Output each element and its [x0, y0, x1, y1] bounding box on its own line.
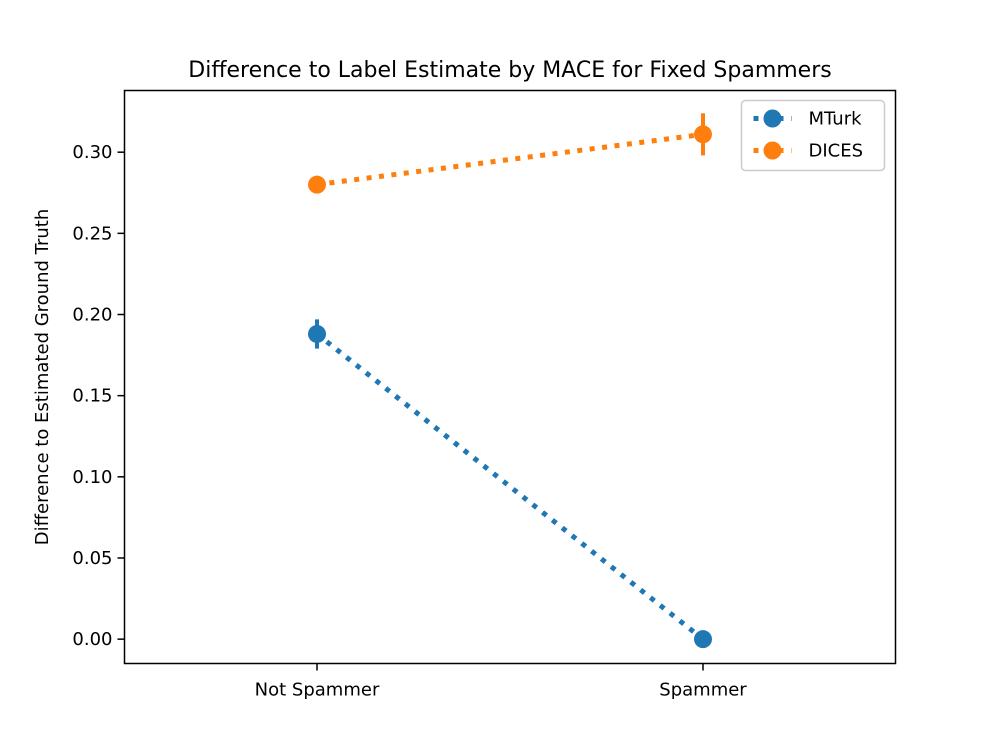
- legend-entry: DICES: [753, 141, 864, 162]
- y-axis-label: Difference to Estimated Ground Truth: [32, 209, 53, 546]
- legend-label: DICES: [809, 141, 864, 162]
- legend-marker: [763, 109, 782, 128]
- y-tick-label: 0.00: [72, 629, 112, 650]
- y-tick-label: 0.25: [72, 223, 112, 244]
- y-tick-label: 0.15: [72, 386, 112, 407]
- series-dices: [308, 113, 712, 194]
- data-point: [694, 125, 712, 144]
- legend-entry: MTurk: [753, 109, 863, 130]
- plot-area: [123, 89, 897, 665]
- x-tick-label: Not Spammer: [255, 680, 380, 701]
- legend: MTurk DICES: [740, 99, 886, 172]
- series-line: [315, 332, 705, 642]
- chart-title: Difference to Label Estimate by MACE for…: [188, 58, 831, 83]
- y-tick-label: 0.20: [72, 305, 112, 326]
- series-mturk: [308, 319, 712, 649]
- x-tick-label: Spammer: [659, 680, 747, 701]
- y-ticks: 0.00 0.05 0.10 0.15 0.20 0.25 0.30: [72, 142, 125, 650]
- y-tick-label: 0.10: [72, 467, 112, 488]
- legend-label: MTurk: [809, 109, 863, 130]
- data-point: [308, 324, 326, 343]
- legend-marker: [763, 141, 782, 160]
- series-line: [316, 131, 704, 188]
- data-point: [694, 630, 712, 649]
- y-tick-label: 0.30: [72, 142, 112, 163]
- y-tick-label: 0.05: [72, 548, 112, 569]
- series-layer: [308, 113, 712, 649]
- x-ticks: Not Spammer Spammer: [255, 663, 747, 701]
- data-point: [308, 175, 326, 194]
